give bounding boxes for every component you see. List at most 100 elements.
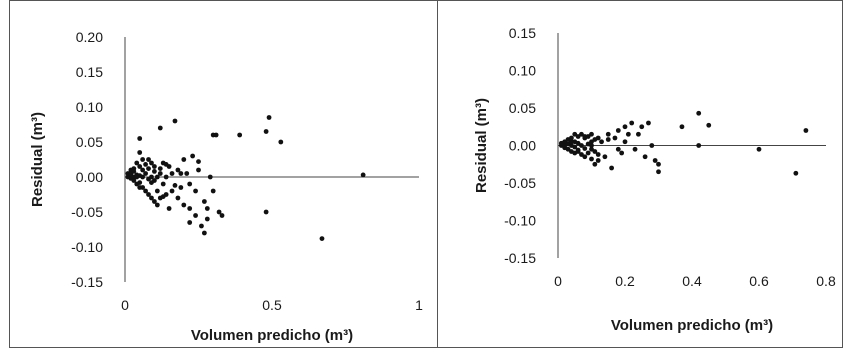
data-point	[149, 180, 154, 186]
data-point	[595, 135, 601, 141]
data-point	[629, 120, 635, 126]
data-point	[187, 181, 193, 187]
data-point	[146, 166, 151, 172]
data-point	[146, 157, 151, 162]
x-tick-label: 1	[415, 297, 423, 313]
x-tick-label: 0	[554, 273, 562, 289]
data-point	[178, 185, 184, 190]
data-point	[193, 188, 198, 194]
y-axis-title: Residual (m³)	[29, 112, 46, 207]
data-point	[172, 118, 178, 124]
data-point	[582, 146, 588, 151]
data-point	[803, 128, 809, 133]
data-point	[154, 174, 160, 180]
data-point	[213, 132, 219, 138]
data-point	[169, 171, 175, 176]
data-point	[152, 199, 157, 204]
data-point	[595, 158, 601, 163]
data-point	[160, 181, 166, 187]
data-point	[152, 169, 157, 174]
data-point	[154, 188, 160, 194]
data-point	[143, 162, 148, 167]
data-point	[190, 153, 196, 159]
data-point	[154, 202, 160, 208]
data-point	[612, 135, 618, 141]
data-point	[193, 213, 198, 218]
data-point	[589, 131, 594, 137]
data-point	[589, 143, 594, 148]
data-point	[595, 152, 601, 157]
y-tick-label: -0.15	[71, 274, 103, 290]
data-point	[639, 124, 645, 130]
left-scatter-panel: 0.20 0.15 0.10 0.05 0.00 -0.05 -0.10 -0.15 0 0.5 1…	[29, 29, 423, 344]
x-axis-title: Volumen predicho (m³)	[191, 327, 353, 344]
data-point	[157, 166, 163, 172]
data-point	[134, 160, 140, 166]
data-point	[137, 185, 143, 190]
data-point	[679, 124, 685, 130]
data-point	[263, 129, 269, 134]
data-point	[175, 167, 181, 173]
y-tick-label: 0.10	[509, 63, 536, 79]
data-point	[149, 174, 154, 180]
data-point	[216, 209, 222, 215]
y-tick-label: 0.15	[76, 64, 103, 80]
data-point	[137, 136, 143, 141]
data-point	[131, 178, 137, 183]
data-point	[178, 171, 184, 176]
data-point	[642, 154, 648, 160]
data-point	[157, 171, 163, 176]
data-point	[201, 199, 207, 204]
y-tick-label: -0.10	[71, 239, 103, 255]
data-point	[181, 157, 187, 162]
data-point	[204, 206, 210, 211]
data-point	[619, 150, 625, 156]
data-point	[636, 131, 641, 137]
data-point	[319, 236, 325, 242]
data-point	[187, 220, 193, 225]
data-point	[278, 139, 284, 145]
x-tick-label: 0.6	[749, 273, 769, 289]
data-point	[706, 122, 712, 128]
data-point	[134, 174, 140, 180]
data-point	[137, 164, 143, 169]
data-point	[656, 161, 661, 167]
y-tick-label: 0.05	[509, 100, 536, 116]
data-point	[137, 150, 143, 155]
x-tick-label: 0.4	[682, 273, 702, 289]
data-point	[169, 188, 175, 194]
data-point	[646, 120, 651, 126]
data-point	[204, 216, 210, 222]
data-point	[196, 159, 201, 165]
data-point	[615, 146, 621, 152]
data-point	[137, 180, 143, 186]
right-scatter-panel: 0.15 0.10 0.05 0.00 -0.05 -0.10 -0.15 0 0.2 0.4 0.…	[473, 25, 836, 334]
data-point	[201, 230, 207, 236]
data-point	[163, 162, 169, 167]
data-point	[696, 143, 702, 148]
data-point	[569, 135, 574, 141]
data-point	[187, 206, 193, 211]
y-tick-label: 0.10	[76, 99, 103, 115]
data-point	[263, 209, 269, 215]
data-point	[602, 154, 608, 160]
data-point	[160, 194, 166, 200]
data-point	[219, 213, 225, 218]
data-point	[360, 172, 366, 178]
data-point	[140, 174, 146, 180]
data-point	[582, 134, 588, 139]
y-tick-label: -0.15	[504, 250, 536, 266]
data-point	[172, 183, 178, 188]
data-point	[569, 139, 574, 145]
data-point	[656, 169, 661, 175]
data-point	[592, 161, 598, 167]
y-tick-label: 0.05	[76, 134, 103, 150]
data-point	[622, 124, 628, 130]
data-point	[149, 160, 154, 166]
data-point	[622, 139, 628, 145]
data-point	[143, 188, 148, 194]
data-point	[196, 167, 201, 173]
y-tick-label: -0.05	[71, 204, 103, 220]
data-point	[166, 206, 172, 211]
